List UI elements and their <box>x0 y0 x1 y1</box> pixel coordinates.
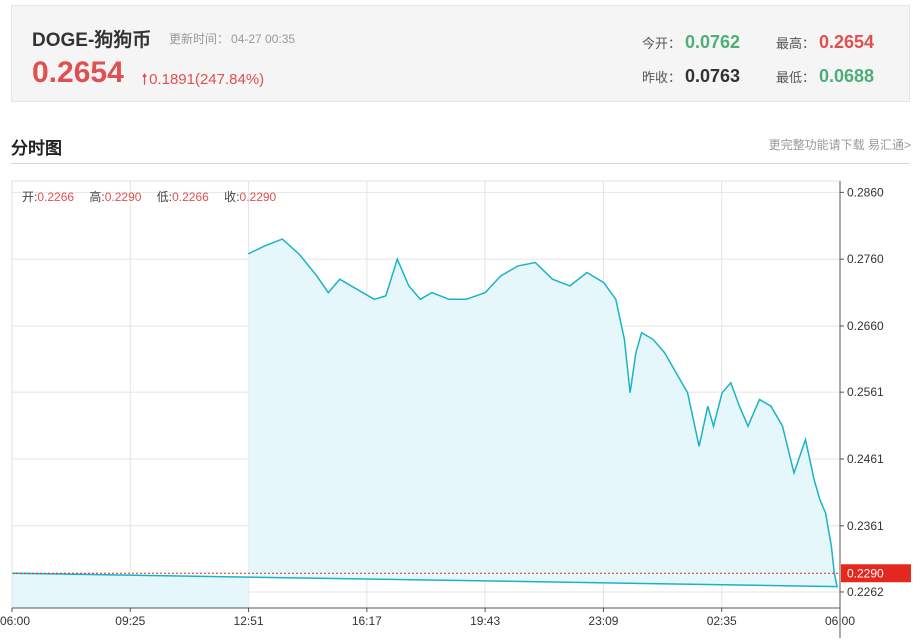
stat-prevclose-value: 0.0763 <box>685 66 741 86</box>
y-tick-label: 0.2561 <box>847 385 884 399</box>
x-tick-label: 16:17 <box>352 614 382 628</box>
ohlc-open-label: 开: <box>22 190 37 204</box>
ohlc-readout: 开:0.2266 高:0.2290 低:0.2266 收:0.2290 <box>22 189 277 204</box>
stat-open-label: 今开： <box>642 36 682 51</box>
stat-prevclose-label: 昨收： <box>642 70 682 85</box>
ohlc-open: 0.2266 <box>37 190 74 204</box>
update-label: 更新时间： <box>169 32 230 46</box>
price-change: 🠑 0.1891(247.84%) <box>142 69 264 93</box>
update-value: 04-27 00:35 <box>231 32 296 46</box>
current-price-tag-label: 0.2290 <box>847 566 884 580</box>
ohlc-close: 0.2290 <box>240 190 277 204</box>
y-tick-label: 0.2860 <box>847 185 884 199</box>
stat-high: 最高： 0.2654 <box>776 32 874 53</box>
x-axis: 06:00 09:25 12:51 16:17 19:43 23:09 02:35 06:00 <box>0 608 855 628</box>
x-tick-label: 12:51 <box>234 614 264 628</box>
x-tick-label: 23:09 <box>588 614 618 628</box>
y-tick-label: 0.2760 <box>847 252 884 266</box>
y-axis: 0.2860 0.2760 0.2660 0.2561 0.2461 0.2361 0.22… <box>840 185 884 599</box>
current-price-tag-bg <box>841 564 911 583</box>
y-tick-label: 0.2361 <box>847 519 884 533</box>
stat-low: 最低： 0.0688 <box>776 66 874 87</box>
stat-open-value: 0.0762 <box>685 32 741 52</box>
stat-low-value: 0.0688 <box>819 66 875 86</box>
section-divider <box>11 163 910 164</box>
stat-low-label: 最低： <box>776 70 816 85</box>
y-tick-label: 0.2461 <box>847 452 884 466</box>
up-arrow-icon: 🠑 <box>142 71 148 87</box>
y-tick-label: 0.2660 <box>847 319 884 333</box>
x-tick-label: 06:00 <box>825 614 855 628</box>
quote-header: DOGE-狗狗币 更新时间： 04-27 00:35 0.2654 🠑 0.1891… <box>11 5 910 102</box>
stat-high-label: 最高： <box>776 36 816 51</box>
ohlc-high-label: 高: <box>89 189 104 204</box>
ohlc-low-label: 低: <box>157 190 172 204</box>
ohlc-close-label: 收: <box>224 190 239 204</box>
y-tick-label: 0.2262 <box>847 585 884 599</box>
download-app-link[interactable]: 更完整功能请下载 易汇通> <box>768 138 911 152</box>
price-area <box>12 239 838 608</box>
intraday-chart[interactable]: 0.2860 0.2760 0.2660 0.2561 0.2461 0.2361 0.22… <box>0 176 921 644</box>
current-price: 0.2654 <box>32 56 124 89</box>
stat-open: 今开： 0.0762 <box>642 32 740 53</box>
stat-high-value: 0.2654 <box>819 32 875 52</box>
x-tick-label: 09:25 <box>115 614 145 628</box>
x-tick-label: 19:43 <box>470 614 500 628</box>
x-tick-label: 06:00 <box>0 614 30 628</box>
asset-name: DOGE-狗狗币 <box>32 30 152 51</box>
section-title: 分时图 <box>11 139 62 158</box>
chart-frame <box>11 180 841 638</box>
x-tick-label: 02:35 <box>707 614 737 628</box>
update-time: 更新时间： 04-27 00:35 <box>167 30 295 47</box>
ohlc-high: 0.2290 <box>105 190 142 204</box>
price-line <box>11 238 839 588</box>
price-change-value: 0.1891(247.84%) <box>149 71 265 88</box>
current-price-tag: 0.2290 <box>841 564 911 583</box>
ohlc-low: 0.2266 <box>172 190 209 204</box>
stat-prevclose: 昨收： 0.0763 <box>642 66 740 87</box>
